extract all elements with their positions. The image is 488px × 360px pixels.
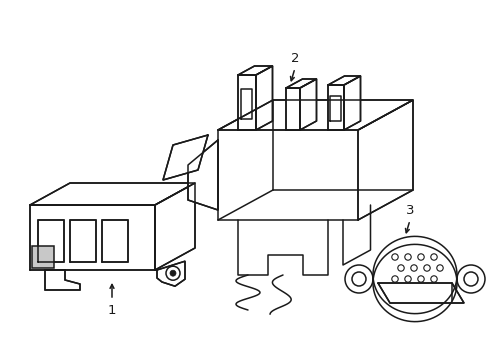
Circle shape bbox=[345, 265, 372, 293]
Polygon shape bbox=[327, 76, 360, 85]
Polygon shape bbox=[285, 79, 316, 88]
Polygon shape bbox=[218, 100, 412, 130]
Circle shape bbox=[436, 287, 442, 293]
Circle shape bbox=[404, 254, 410, 260]
Polygon shape bbox=[32, 246, 54, 268]
Circle shape bbox=[410, 265, 416, 271]
Polygon shape bbox=[70, 220, 96, 262]
Polygon shape bbox=[30, 183, 195, 205]
Circle shape bbox=[391, 254, 397, 260]
Circle shape bbox=[417, 276, 423, 282]
Polygon shape bbox=[38, 220, 64, 262]
Circle shape bbox=[463, 272, 477, 286]
Polygon shape bbox=[30, 205, 155, 270]
Circle shape bbox=[430, 276, 436, 282]
Polygon shape bbox=[238, 75, 256, 130]
Circle shape bbox=[423, 287, 429, 293]
Circle shape bbox=[170, 270, 176, 276]
Polygon shape bbox=[343, 76, 360, 130]
Circle shape bbox=[436, 265, 442, 271]
Text: 2: 2 bbox=[290, 51, 299, 64]
Circle shape bbox=[456, 265, 484, 293]
Polygon shape bbox=[157, 261, 184, 286]
Circle shape bbox=[430, 254, 436, 260]
Text: 3: 3 bbox=[405, 203, 413, 216]
Polygon shape bbox=[327, 85, 343, 130]
Polygon shape bbox=[163, 135, 207, 180]
Circle shape bbox=[410, 287, 416, 293]
Circle shape bbox=[391, 276, 397, 282]
Circle shape bbox=[404, 276, 410, 282]
Polygon shape bbox=[256, 66, 272, 130]
Polygon shape bbox=[155, 183, 195, 270]
Circle shape bbox=[417, 254, 423, 260]
Polygon shape bbox=[45, 270, 80, 290]
Circle shape bbox=[397, 287, 404, 293]
Circle shape bbox=[351, 272, 365, 286]
Text: 1: 1 bbox=[107, 303, 116, 316]
Circle shape bbox=[397, 265, 404, 271]
Polygon shape bbox=[238, 66, 272, 75]
Polygon shape bbox=[299, 79, 316, 130]
Polygon shape bbox=[187, 140, 218, 210]
Circle shape bbox=[423, 265, 429, 271]
Circle shape bbox=[165, 266, 180, 280]
Polygon shape bbox=[102, 220, 128, 262]
Polygon shape bbox=[377, 283, 463, 303]
Polygon shape bbox=[285, 88, 299, 130]
Polygon shape bbox=[357, 100, 412, 220]
